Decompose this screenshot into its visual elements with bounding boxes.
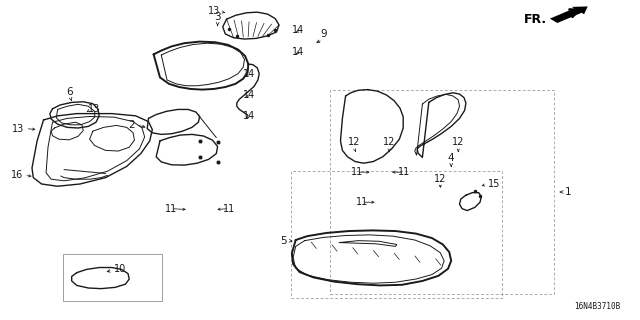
Text: 13: 13 — [12, 124, 24, 134]
Text: 14: 14 — [243, 69, 255, 79]
Text: 3: 3 — [214, 12, 221, 22]
Text: 11: 11 — [356, 197, 368, 207]
FancyArrow shape — [550, 6, 588, 23]
Text: 16N4B3710B: 16N4B3710B — [575, 302, 621, 311]
Text: 4: 4 — [448, 153, 454, 163]
Text: 13: 13 — [208, 6, 220, 16]
Text: 11: 11 — [223, 204, 235, 214]
Text: 12: 12 — [383, 137, 396, 147]
Text: 11: 11 — [351, 167, 363, 177]
Text: 1: 1 — [564, 187, 571, 197]
Text: 12: 12 — [434, 174, 447, 184]
Text: 12: 12 — [452, 137, 465, 147]
Text: 15: 15 — [488, 179, 500, 189]
Text: 14: 14 — [243, 90, 255, 100]
Text: FR.: FR. — [524, 13, 547, 26]
Text: 14: 14 — [292, 47, 305, 57]
Text: 13: 13 — [88, 104, 100, 115]
Text: 9: 9 — [321, 29, 327, 39]
Text: 14: 14 — [292, 25, 305, 36]
Text: 5: 5 — [280, 236, 287, 246]
Text: 16: 16 — [11, 170, 23, 180]
Text: 12: 12 — [348, 137, 361, 147]
Text: 14: 14 — [243, 111, 255, 121]
Text: 11: 11 — [398, 167, 410, 177]
Text: 10: 10 — [114, 264, 126, 275]
Text: 6: 6 — [66, 87, 72, 97]
Text: 11: 11 — [165, 204, 177, 214]
Text: 2: 2 — [128, 120, 134, 130]
